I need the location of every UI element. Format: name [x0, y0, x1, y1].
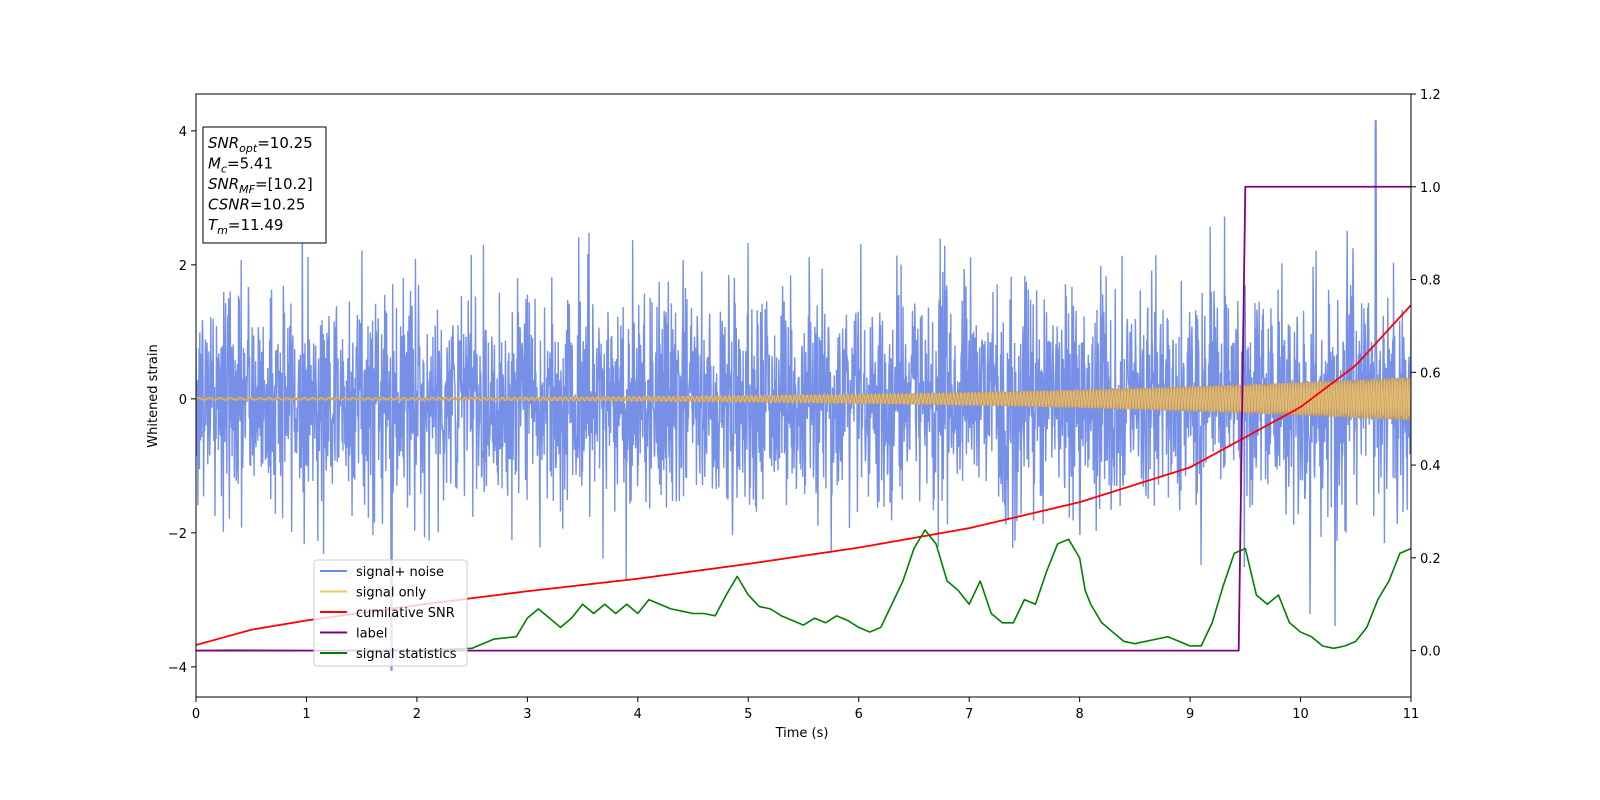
annotation-box	[202, 126, 327, 244]
y-left-tick-label: 4	[179, 125, 187, 140]
x-tick-label: 1	[302, 707, 310, 722]
legend-entry: label	[356, 627, 387, 642]
annotation-subscript: m	[217, 224, 228, 237]
y-left-tick-label: −2	[168, 527, 187, 542]
legend: signal+ noise signal only cumilative SNR la…	[313, 559, 468, 667]
x-tick-label: 2	[413, 707, 421, 722]
y-axis-label: Whitened strain	[146, 344, 161, 447]
annotation-symbol: SNR	[208, 175, 239, 193]
x-tick-label: 6	[855, 707, 863, 722]
x-tick-label: 11	[1403, 707, 1420, 722]
legend-entry: signal+ noise	[356, 565, 444, 580]
annotation-symbol: M	[208, 155, 221, 173]
annotation-value: =10.25	[250, 196, 306, 214]
annotation-symbol: T	[208, 216, 219, 234]
y-right-tick-label: 0.4	[1420, 459, 1441, 474]
x-tick-label: 5	[744, 707, 752, 722]
x-tick-label: 0	[192, 707, 200, 722]
y-right-tick-label: 1.0	[1420, 181, 1441, 196]
label-line	[196, 185, 1411, 652]
signal-only-band	[196, 377, 1411, 421]
stats-annotation: SNRopt=10.25Mc=5.41SNRMF=[10.2]CSNR=10.2…	[202, 126, 327, 244]
x-axis: 0 1 2 3 4 5 6 7 8 9 10 11	[192, 697, 1419, 722]
x-axis-label: Time (s)	[775, 726, 829, 741]
y-right-tick-label: 1.2	[1420, 88, 1441, 103]
y-left-tick-label: 0	[179, 393, 187, 408]
y-right-tick-label: 0.8	[1420, 274, 1441, 289]
legend-entry: signal statistics	[356, 647, 457, 662]
x-tick-label: 10	[1292, 707, 1309, 722]
signal-statistics-line	[196, 529, 1411, 652]
signal-noise-line	[196, 120, 1411, 671]
annotation-value: =10.25	[257, 134, 313, 152]
x-tick-label: 9	[1186, 707, 1194, 722]
plot-frame	[195, 93, 1412, 698]
y-right-tick-label: 0.2	[1420, 552, 1441, 567]
y-axis-left: −4 −2 0 2 4	[168, 125, 196, 676]
legend-entry: cumilative SNR	[356, 606, 455, 621]
annotation-line: CSNR=10.25	[208, 196, 305, 214]
y-right-tick-label: 0.0	[1420, 645, 1441, 660]
y-right-tick-label: 0.6	[1420, 366, 1441, 381]
y-left-tick-label: −4	[168, 661, 187, 676]
legend-entry: signal only	[356, 586, 426, 601]
annotation-symbol: SNR	[208, 134, 239, 152]
legend-box	[313, 559, 468, 667]
x-tick-label: 8	[1075, 707, 1083, 722]
annotation-line: Tm=11.49	[208, 216, 283, 237]
y-left-tick-label: 2	[179, 259, 187, 274]
y-axis-right: 0.0 0.2 0.4 0.6 0.8 1.0 1.2	[1411, 88, 1441, 660]
annotation-line: Mc=5.41	[208, 155, 273, 176]
annotation-symbol: CSNR	[208, 196, 250, 214]
x-tick-label: 4	[634, 707, 642, 722]
signal-only-line	[196, 377, 1411, 420]
annotation-value: =5.41	[227, 155, 273, 173]
annotation-subscript: MF	[239, 183, 255, 196]
annotation-value: =11.49	[228, 216, 284, 234]
x-tick-label: 7	[965, 707, 973, 722]
annotation-line: SNRMF=[10.2]	[208, 175, 313, 196]
annotation-subscript: c	[221, 163, 227, 176]
annotation-subscript: opt	[239, 142, 258, 155]
x-tick-label: 3	[523, 707, 531, 722]
annotation-value: =[10.2]	[255, 175, 313, 193]
annotation-line: SNRopt=10.25	[208, 134, 313, 155]
